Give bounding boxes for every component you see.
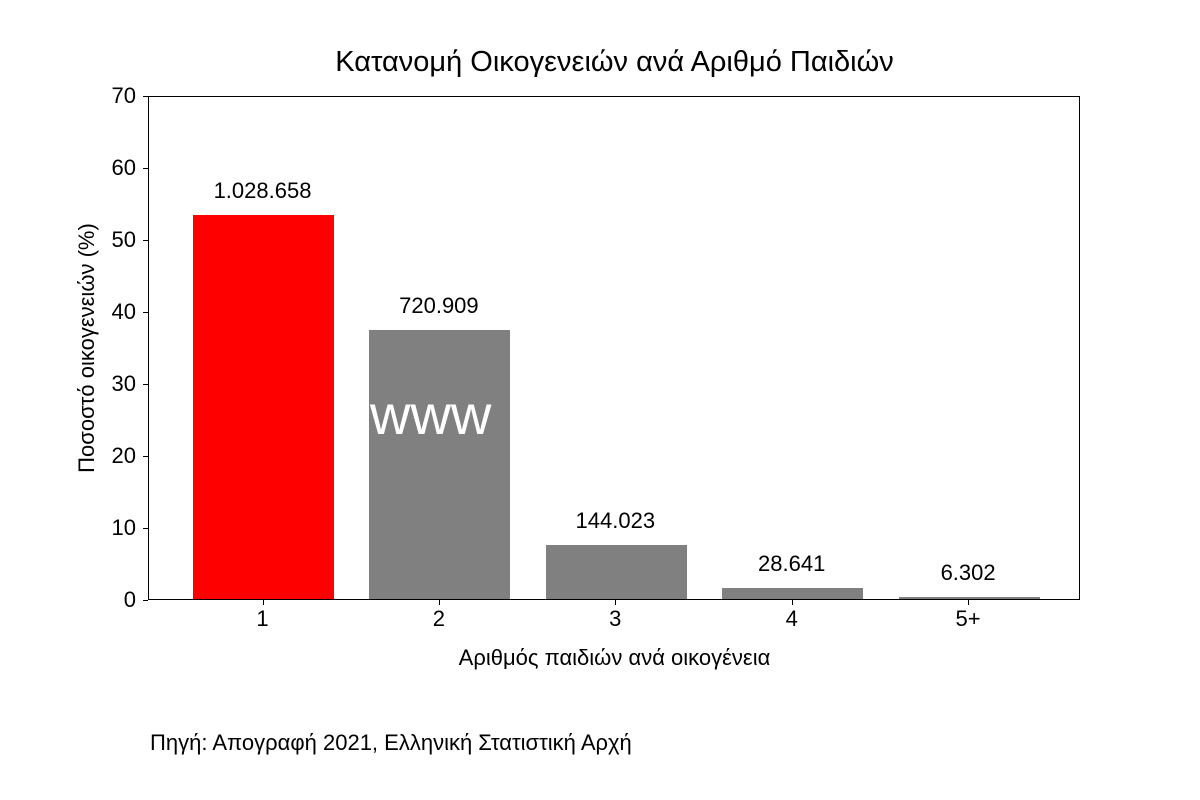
chart-title: Κατανομή Οικογενειών ανά Αριθμό Παιδιών [335, 46, 894, 78]
y-tick [143, 240, 148, 241]
watermark: www [370, 383, 492, 446]
x-tick-label: 2 [432, 606, 446, 631]
bar-value-label: 1.028.658 [213, 177, 312, 203]
y-axis-label: Ποσοστό οικογενειών (%) [74, 223, 99, 473]
y-tick-label: 40 [111, 299, 136, 324]
y-tick-label: 20 [111, 443, 136, 468]
y-tick-label: 70 [111, 83, 136, 108]
y-tick [143, 528, 148, 529]
y-tick [143, 312, 148, 313]
y-tick [143, 96, 148, 97]
bar-4 [722, 588, 864, 599]
x-tick [791, 600, 793, 605]
bar-value-label: 144.023 [575, 508, 656, 534]
x-tick [615, 600, 617, 605]
bar-5+ [898, 596, 1040, 599]
y-tick [143, 456, 148, 457]
x-tick [968, 600, 970, 605]
y-tick-label: 10 [111, 515, 136, 540]
bar-value-label: 6.302 [940, 559, 996, 585]
x-tick-label: 1 [256, 606, 269, 631]
bar-1 [193, 214, 334, 599]
y-tick-label: 30 [111, 371, 136, 396]
y-tick-label: 60 [111, 155, 136, 180]
y-tick-label: 0 [123, 587, 136, 612]
x-tick [438, 600, 440, 605]
x-axis-label: Αριθμός παιδιών ανά οικογένεια [458, 645, 771, 670]
bar-3 [545, 545, 687, 599]
y-tick-label: 50 [111, 227, 136, 252]
x-tick [262, 600, 264, 605]
x-tick-label: 4 [785, 606, 798, 631]
bar-value-label: 28.641 [758, 551, 826, 577]
source-note: Πηγή: Απογραφή 2021, Ελληνική Στατιστική… [150, 730, 632, 755]
y-tick [143, 384, 148, 385]
plot-area [148, 96, 1080, 600]
bar-2 [369, 329, 511, 599]
y-tick [143, 600, 148, 601]
x-tick-label: 3 [609, 606, 622, 631]
x-tick-label: 5+ [955, 606, 981, 631]
bar-value-label: 720.909 [399, 292, 479, 318]
y-tick [143, 168, 148, 169]
